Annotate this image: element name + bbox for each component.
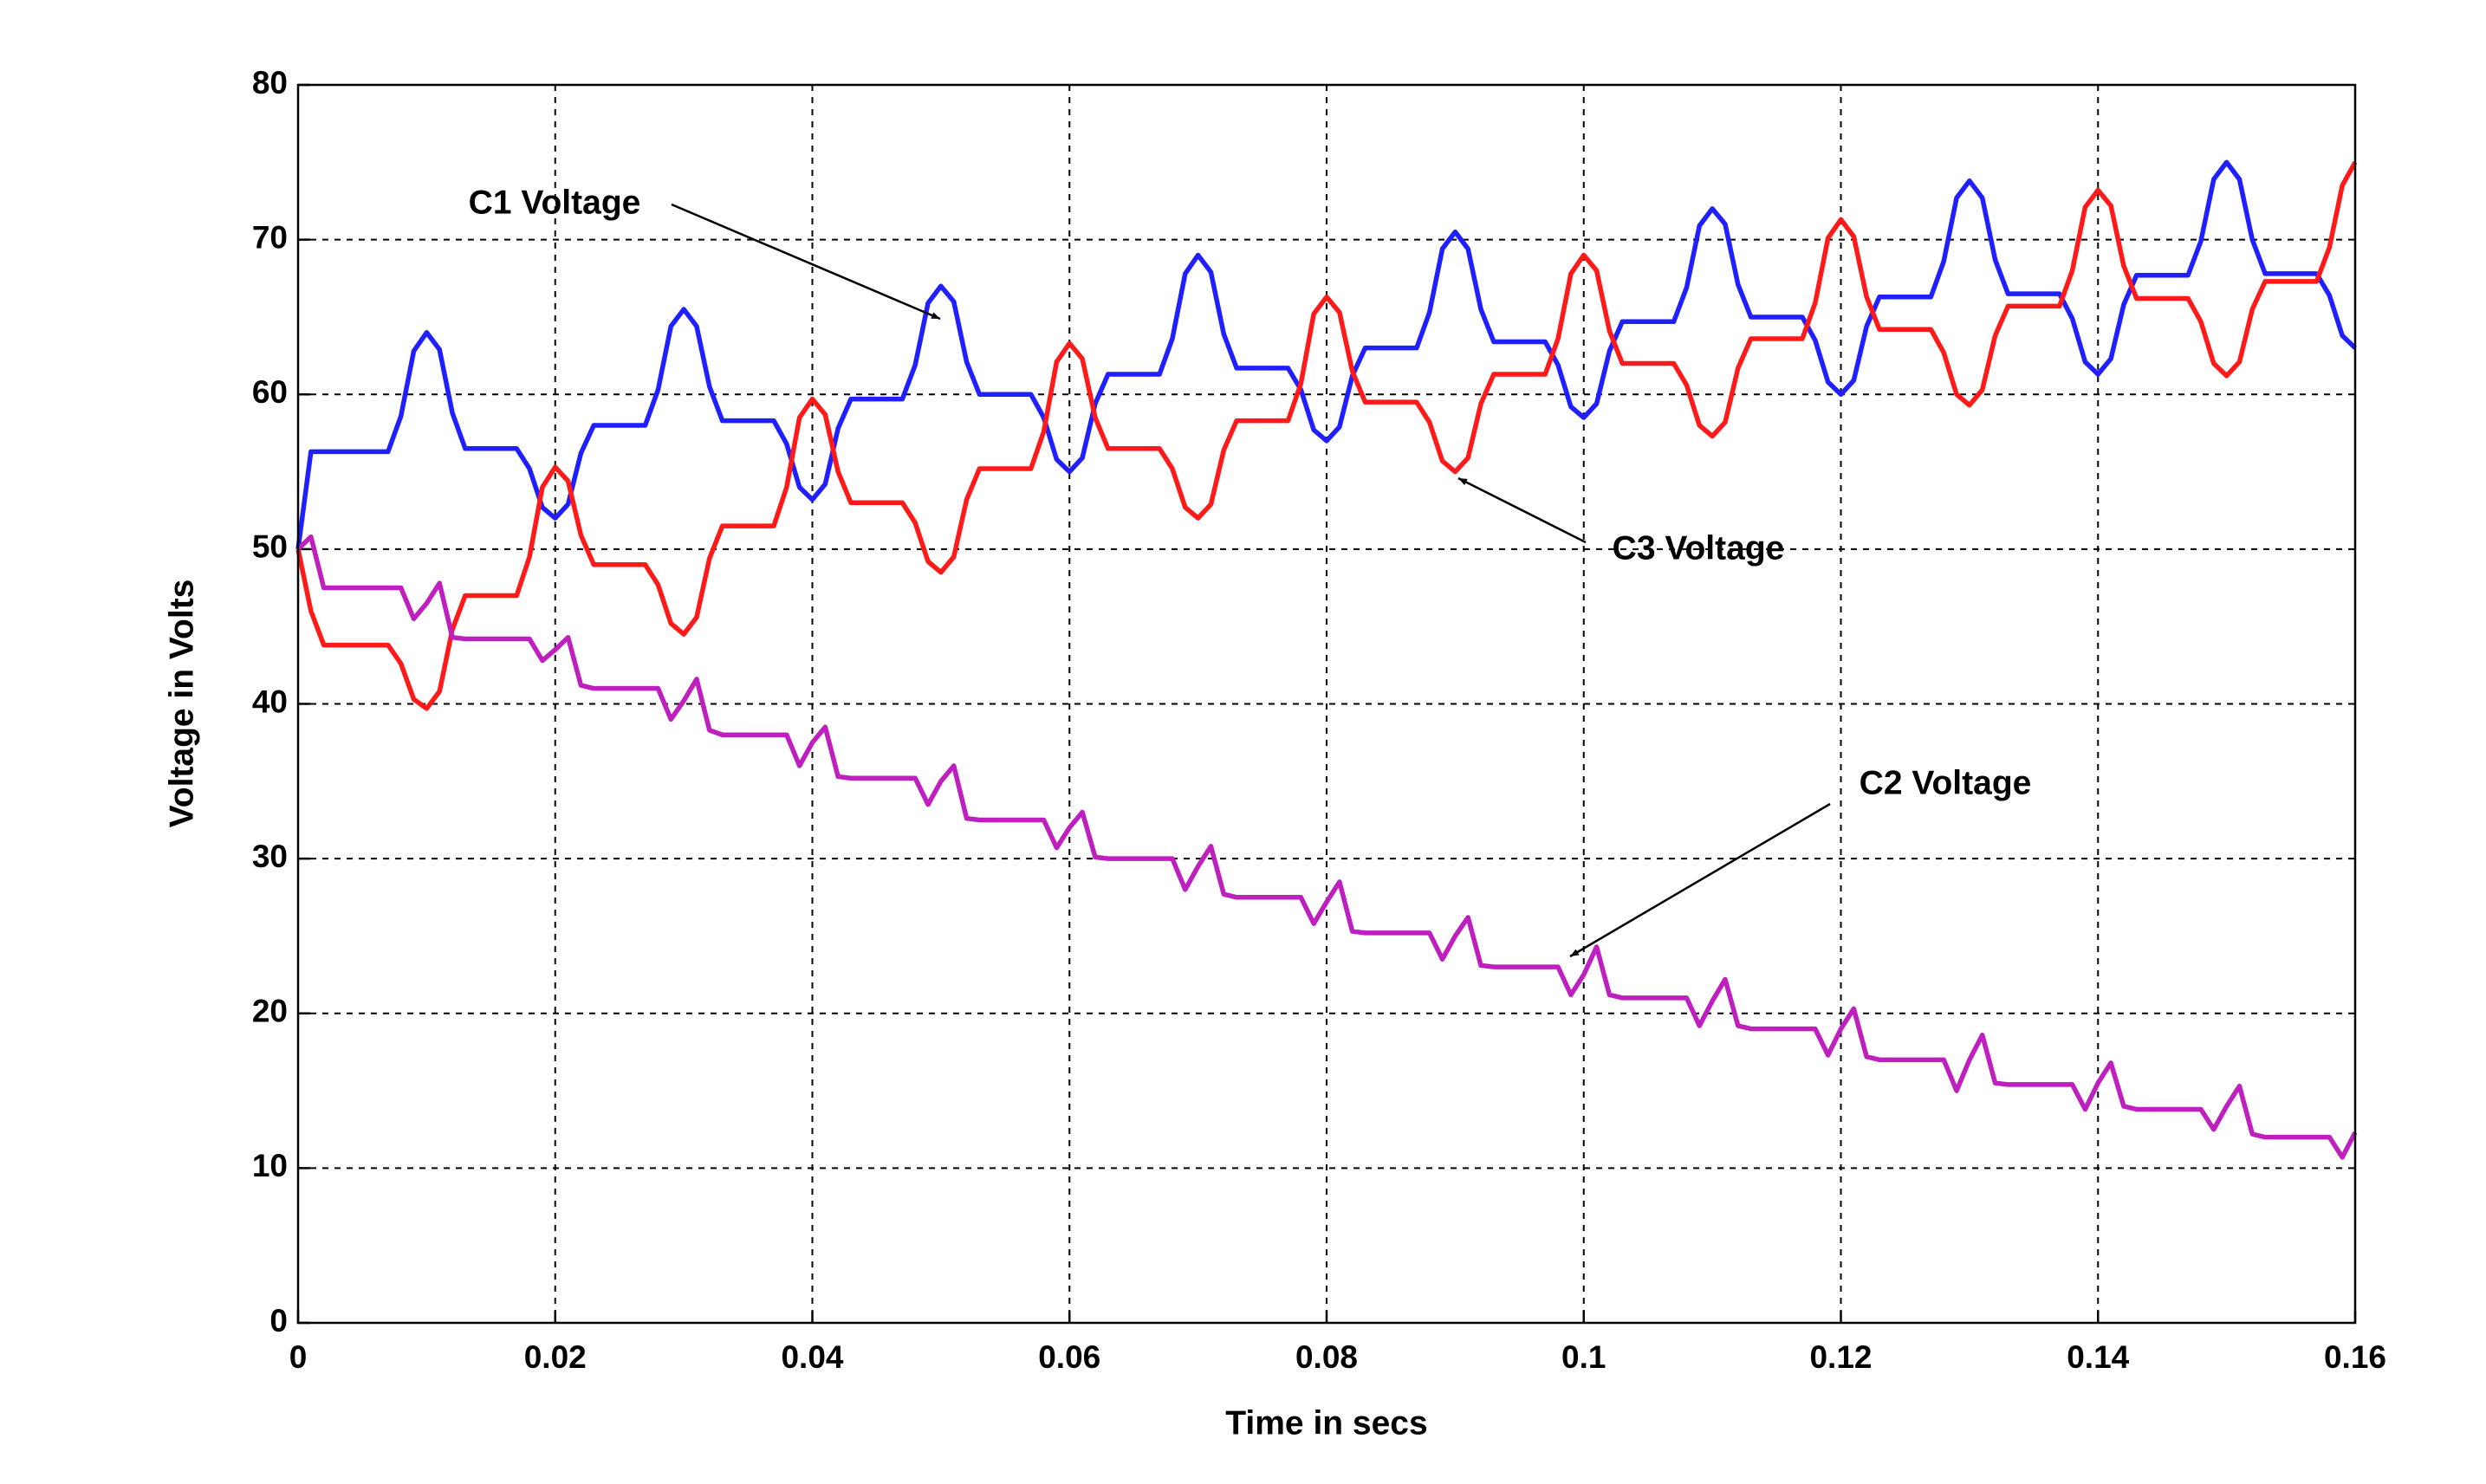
y-tick-label: 80 (252, 65, 288, 100)
y-tick-label: 70 (252, 219, 288, 255)
annotation-text: C1 Voltage (469, 184, 641, 221)
y-tick-label: 0 (269, 1303, 288, 1338)
x-axis-label: Time in secs (1225, 1404, 1427, 1442)
x-tick-label: 0.04 (781, 1339, 843, 1375)
x-tick-label: 0.02 (524, 1339, 587, 1375)
x-tick-label: 0.14 (2067, 1339, 2129, 1375)
x-tick-label: 0.16 (2324, 1339, 2386, 1375)
axes-box (296, 83, 2357, 1325)
y-tick-label: 30 (252, 839, 288, 874)
series-line (295, 159, 2357, 550)
y-tick-label: 40 (252, 684, 288, 719)
annotation-text: C2 Voltage (1860, 764, 2032, 801)
annotation-text: C3 Voltage (1613, 529, 1785, 567)
y-axis-label: Voltage in Volts (163, 580, 200, 828)
plot-lines (295, 159, 2358, 1160)
series-line (296, 534, 2358, 1160)
annotation-arrow (1457, 476, 1587, 544)
tick-labels: 0 0.02 0.04 0.06 0.08 0.1 0.12 0.14 0.16 0 10 20 30 4… (252, 65, 2386, 1375)
x-tick-label: 0.12 (1809, 1339, 1872, 1375)
y-tick-label: 50 (252, 529, 288, 565)
y-tick-label: 60 (252, 374, 288, 410)
x-tick-label: 0.08 (1295, 1339, 1358, 1375)
annotations: C1 Voltage C3 Voltage C2 Voltage (469, 184, 2032, 958)
grid (296, 83, 2357, 1325)
y-tick-label: 10 (252, 1148, 288, 1183)
y-tick-label: 20 (252, 994, 288, 1029)
x-tick-label: 0.1 (1561, 1339, 1606, 1375)
series-line (295, 160, 2358, 711)
annotation-arrow (1569, 802, 1831, 958)
x-tick-label: 0 (289, 1339, 308, 1375)
x-tick-label: 0.06 (1038, 1339, 1100, 1375)
annotation-arrow (671, 203, 941, 321)
